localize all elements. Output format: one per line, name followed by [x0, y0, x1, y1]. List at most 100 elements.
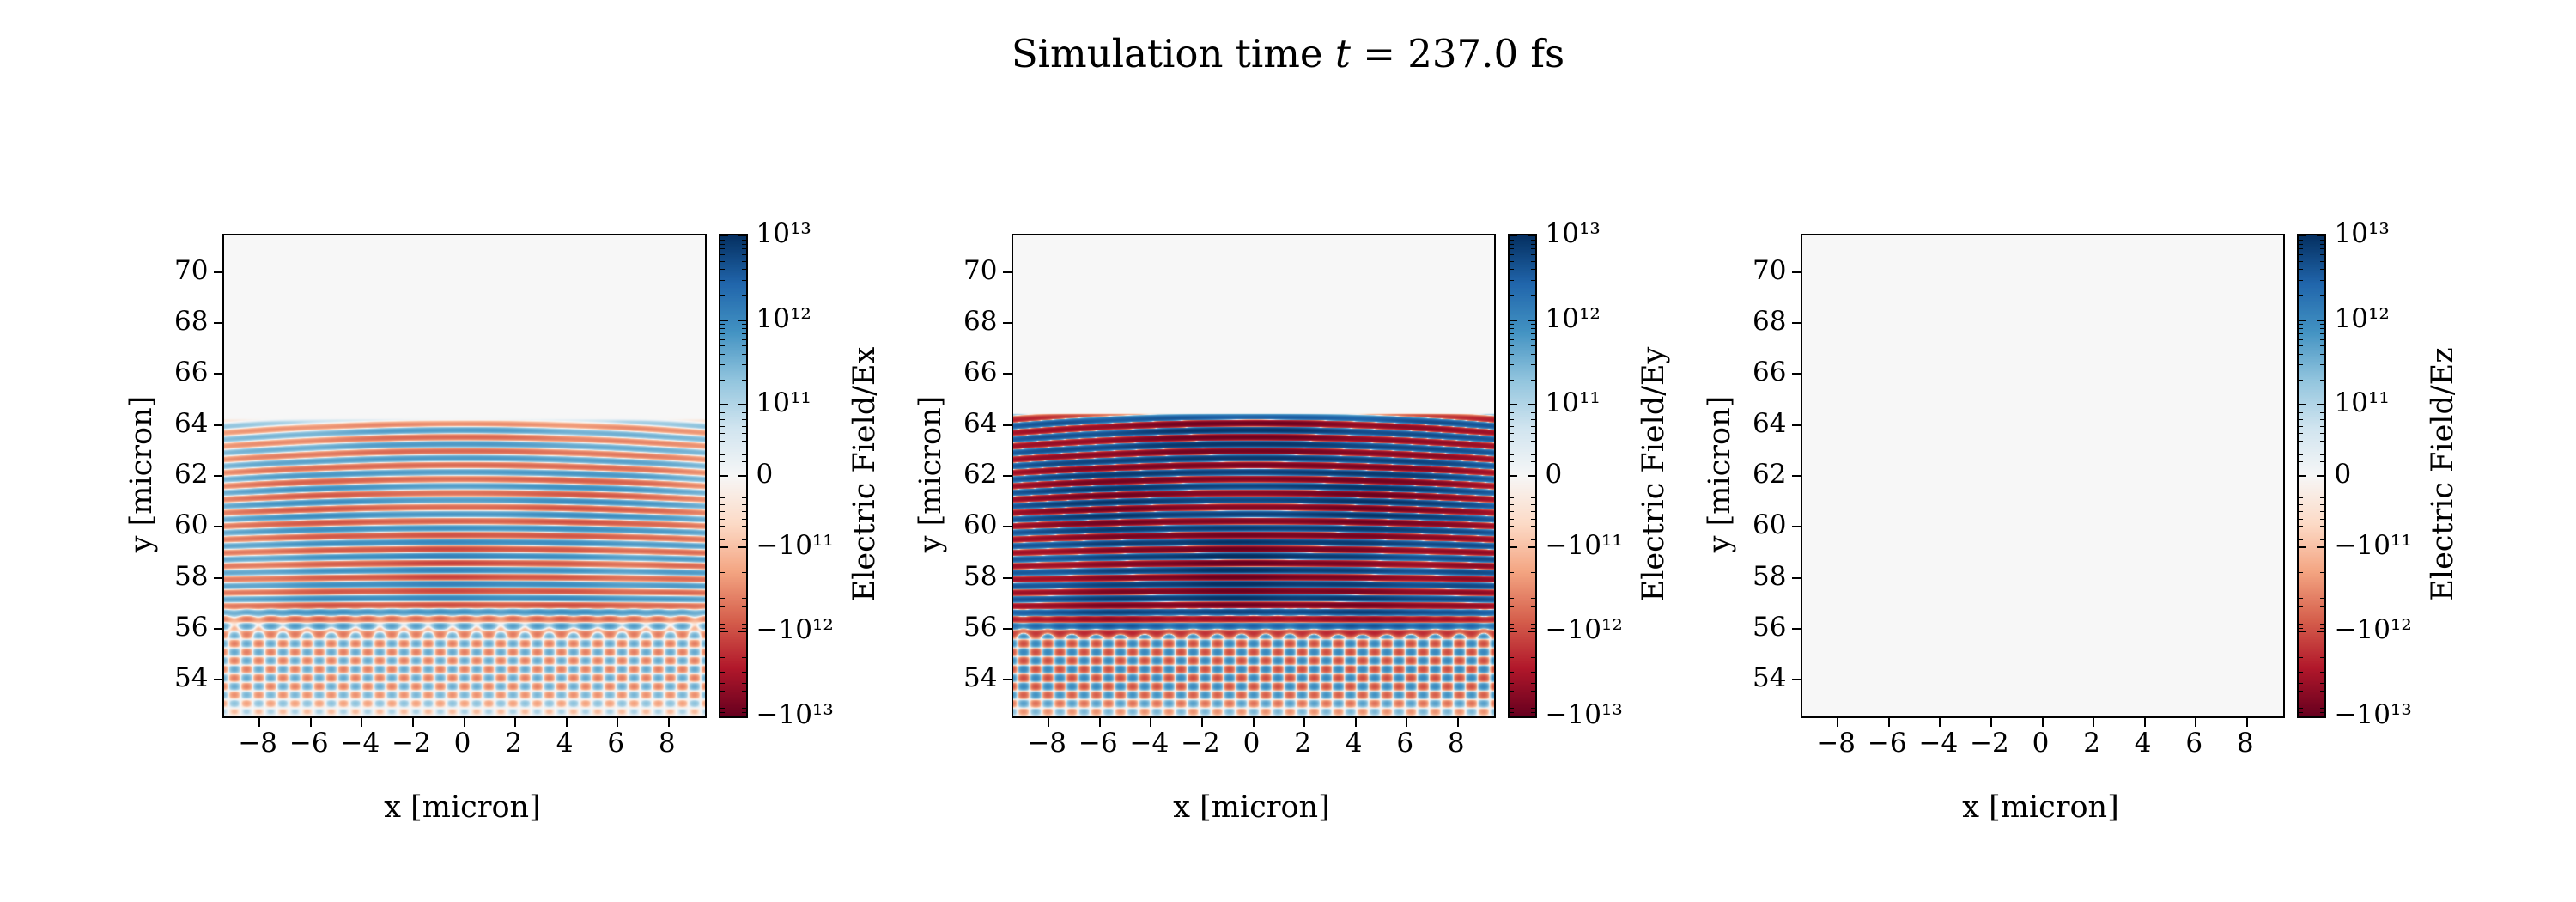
x-tick-mark	[258, 718, 261, 727]
colorbar-minor-tick	[2298, 440, 2303, 442]
colorbar-minor-tick	[720, 627, 725, 629]
colorbar-tick-label: 10¹¹	[756, 387, 811, 419]
colorbar-minor-tick	[2298, 572, 2303, 574]
colorbar-minor-tick	[2298, 454, 2303, 456]
y-tick-mark	[213, 271, 222, 273]
colorbar-minor-tick	[1530, 598, 1535, 600]
colorbar-minor-tick	[2298, 525, 2303, 527]
colorbar-minor-tick	[1509, 708, 1514, 710]
y-tick-mark	[1791, 424, 1801, 426]
colorbar-minor-tick	[720, 279, 725, 281]
colorbar-minor-tick	[1509, 332, 1514, 334]
heatmap-plot-ex	[213, 234, 707, 727]
y-tick-label: 56	[174, 611, 209, 643]
colorbar-minor-tick	[720, 712, 725, 714]
colorbar-minor-tick	[2319, 332, 2324, 334]
colorbar-tick-label: 10¹³	[1545, 218, 1601, 249]
colorbar-minor-tick	[720, 248, 725, 250]
colorbar-minor-tick	[741, 657, 746, 658]
colorbar-minor-tick	[2298, 324, 2303, 326]
colorbar-tick-label: −10¹³	[2334, 699, 2412, 730]
colorbar-minor-tick	[2298, 627, 2303, 629]
y-tick-label: 70	[1753, 254, 1787, 286]
colorbar-minor-tick	[1530, 294, 1535, 296]
colorbar-minor-tick	[720, 243, 725, 245]
colorbar-minor-tick	[1530, 279, 1535, 281]
colorbar-tick-mark	[2316, 404, 2324, 406]
colorbar-minor-tick	[1530, 353, 1535, 355]
colorbar-tick-mark	[1527, 716, 1535, 717]
colorbar-minor-tick	[1509, 461, 1514, 463]
y-tick-mark	[1791, 271, 1801, 273]
colorbar-minor-tick	[2319, 539, 2324, 541]
x-tick-mark	[1303, 718, 1306, 727]
x-tick-mark	[1887, 718, 1890, 727]
y-tick-labels: 70 68 66 64 62 60 58 56 54	[111, 234, 209, 715]
y-tick-label: 56	[963, 611, 998, 643]
y-tick-mark	[213, 373, 222, 375]
y-tick-label: 54	[963, 662, 998, 694]
panels-row: y [micron] 70 68 66 64 62 60 58 56 54 −8 −6 −4 −2 0 2…	[0, 218, 2576, 861]
colorbar-tick-mark	[1527, 404, 1535, 406]
colorbar-minor-tick	[2319, 572, 2324, 574]
colorbar-minor-tick	[720, 511, 725, 513]
colorbar-tick-mark	[720, 319, 728, 321]
colorbar-minor-tick	[1509, 504, 1514, 506]
colorbar-minor-tick	[1509, 525, 1514, 527]
colorbar-tick-mark	[2298, 235, 2306, 236]
colorbar-minor-tick	[2298, 338, 2303, 340]
x-tick-mark	[2143, 718, 2146, 727]
y-tick-mark	[213, 627, 222, 630]
colorbar-minor-tick	[2319, 338, 2324, 340]
colorbar-minor-tick	[1530, 682, 1535, 684]
colorbar-minor-tick	[2319, 345, 2324, 347]
y-tick-label: 62	[1753, 459, 1787, 490]
x-tick-label: −2	[1970, 728, 2009, 759]
y-tick-mark	[1002, 679, 1012, 681]
colorbar-minor-tick	[720, 364, 725, 366]
colorbar-minor-tick	[1509, 572, 1514, 574]
y-tick-mark	[213, 576, 222, 579]
colorbar-minor-tick	[2298, 539, 2303, 541]
colorbar-minor-tick	[720, 338, 725, 340]
colorbar-tick-marks	[2298, 235, 2324, 717]
colorbar-ez	[2296, 234, 2326, 718]
x-tick-mark	[2041, 718, 2044, 727]
colorbar-minor-tick	[741, 682, 746, 684]
y-tick-label: 66	[174, 357, 209, 388]
colorbar-minor-tick	[741, 627, 746, 629]
colorbar-tick-mark	[1509, 475, 1517, 477]
colorbar-minor-tick	[1530, 511, 1535, 513]
colorbar-minor-tick	[2319, 497, 2324, 498]
colorbar-minor-tick	[741, 338, 746, 340]
x-tick-label: −6	[289, 728, 329, 759]
colorbar-tick-label: 0	[2334, 459, 2352, 490]
y-tick-label: 70	[963, 254, 998, 286]
colorbar-minor-tick	[2298, 353, 2303, 355]
colorbar-minor-tick	[741, 379, 746, 381]
colorbar-minor-tick	[1530, 433, 1535, 435]
colorbar-minor-tick	[2319, 411, 2324, 413]
colorbar-minor-tick	[720, 411, 725, 413]
colorbar-minor-tick	[720, 353, 725, 355]
colorbar-minor-tick	[1530, 345, 1535, 347]
colorbar-minor-tick	[720, 657, 725, 658]
colorbar-tick-marks	[720, 235, 746, 717]
colorbar-minor-tick	[1509, 279, 1514, 281]
x-tick-label: 8	[1447, 728, 1465, 759]
colorbar-tick-mark	[720, 545, 728, 548]
x-tick-mark	[1406, 718, 1408, 727]
x-tick-mark	[411, 718, 414, 727]
colorbar-minor-tick	[2319, 328, 2324, 330]
colorbar-minor-tick	[2298, 497, 2303, 498]
colorbar-minor-tick	[2298, 682, 2303, 684]
colorbar-minor-tick	[1530, 454, 1535, 456]
y-tick-label: 68	[963, 306, 998, 338]
colorbar-minor-tick	[1530, 518, 1535, 520]
colorbar-minor-tick	[1530, 623, 1535, 625]
colorbar-minor-tick	[1530, 627, 1535, 629]
colorbar-minor-tick	[2319, 269, 2324, 271]
colorbar-minor-tick	[2319, 324, 2324, 326]
colorbar-tick-mark	[1527, 631, 1535, 633]
colorbar-minor-tick	[1509, 497, 1514, 498]
